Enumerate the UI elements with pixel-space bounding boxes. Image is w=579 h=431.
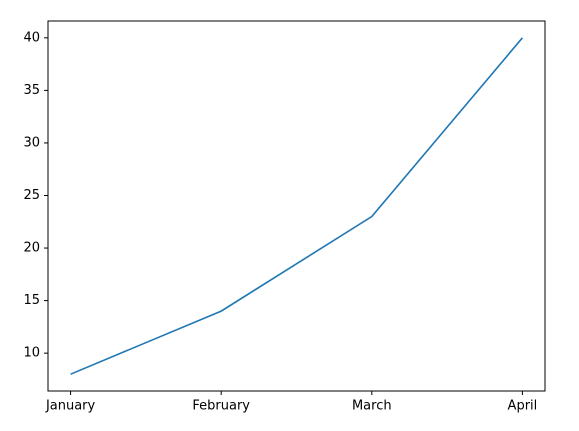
y-tick-label: 10	[23, 346, 40, 361]
y-tick-label: 35	[23, 83, 40, 98]
plot-frame	[47, 20, 546, 392]
y-tick-label: 30	[23, 135, 40, 150]
x-tick-label: March	[352, 399, 392, 414]
x-tick-label: January	[45, 399, 96, 414]
x-tick-label: April	[508, 399, 538, 414]
y-tick-label: 20	[23, 241, 40, 256]
y-tick-label: 25	[23, 188, 40, 203]
data-line	[70, 37, 524, 375]
y-tick-label: 40	[23, 30, 40, 45]
y-tick-label: 15	[23, 293, 40, 308]
x-tick-label: February	[192, 399, 250, 414]
